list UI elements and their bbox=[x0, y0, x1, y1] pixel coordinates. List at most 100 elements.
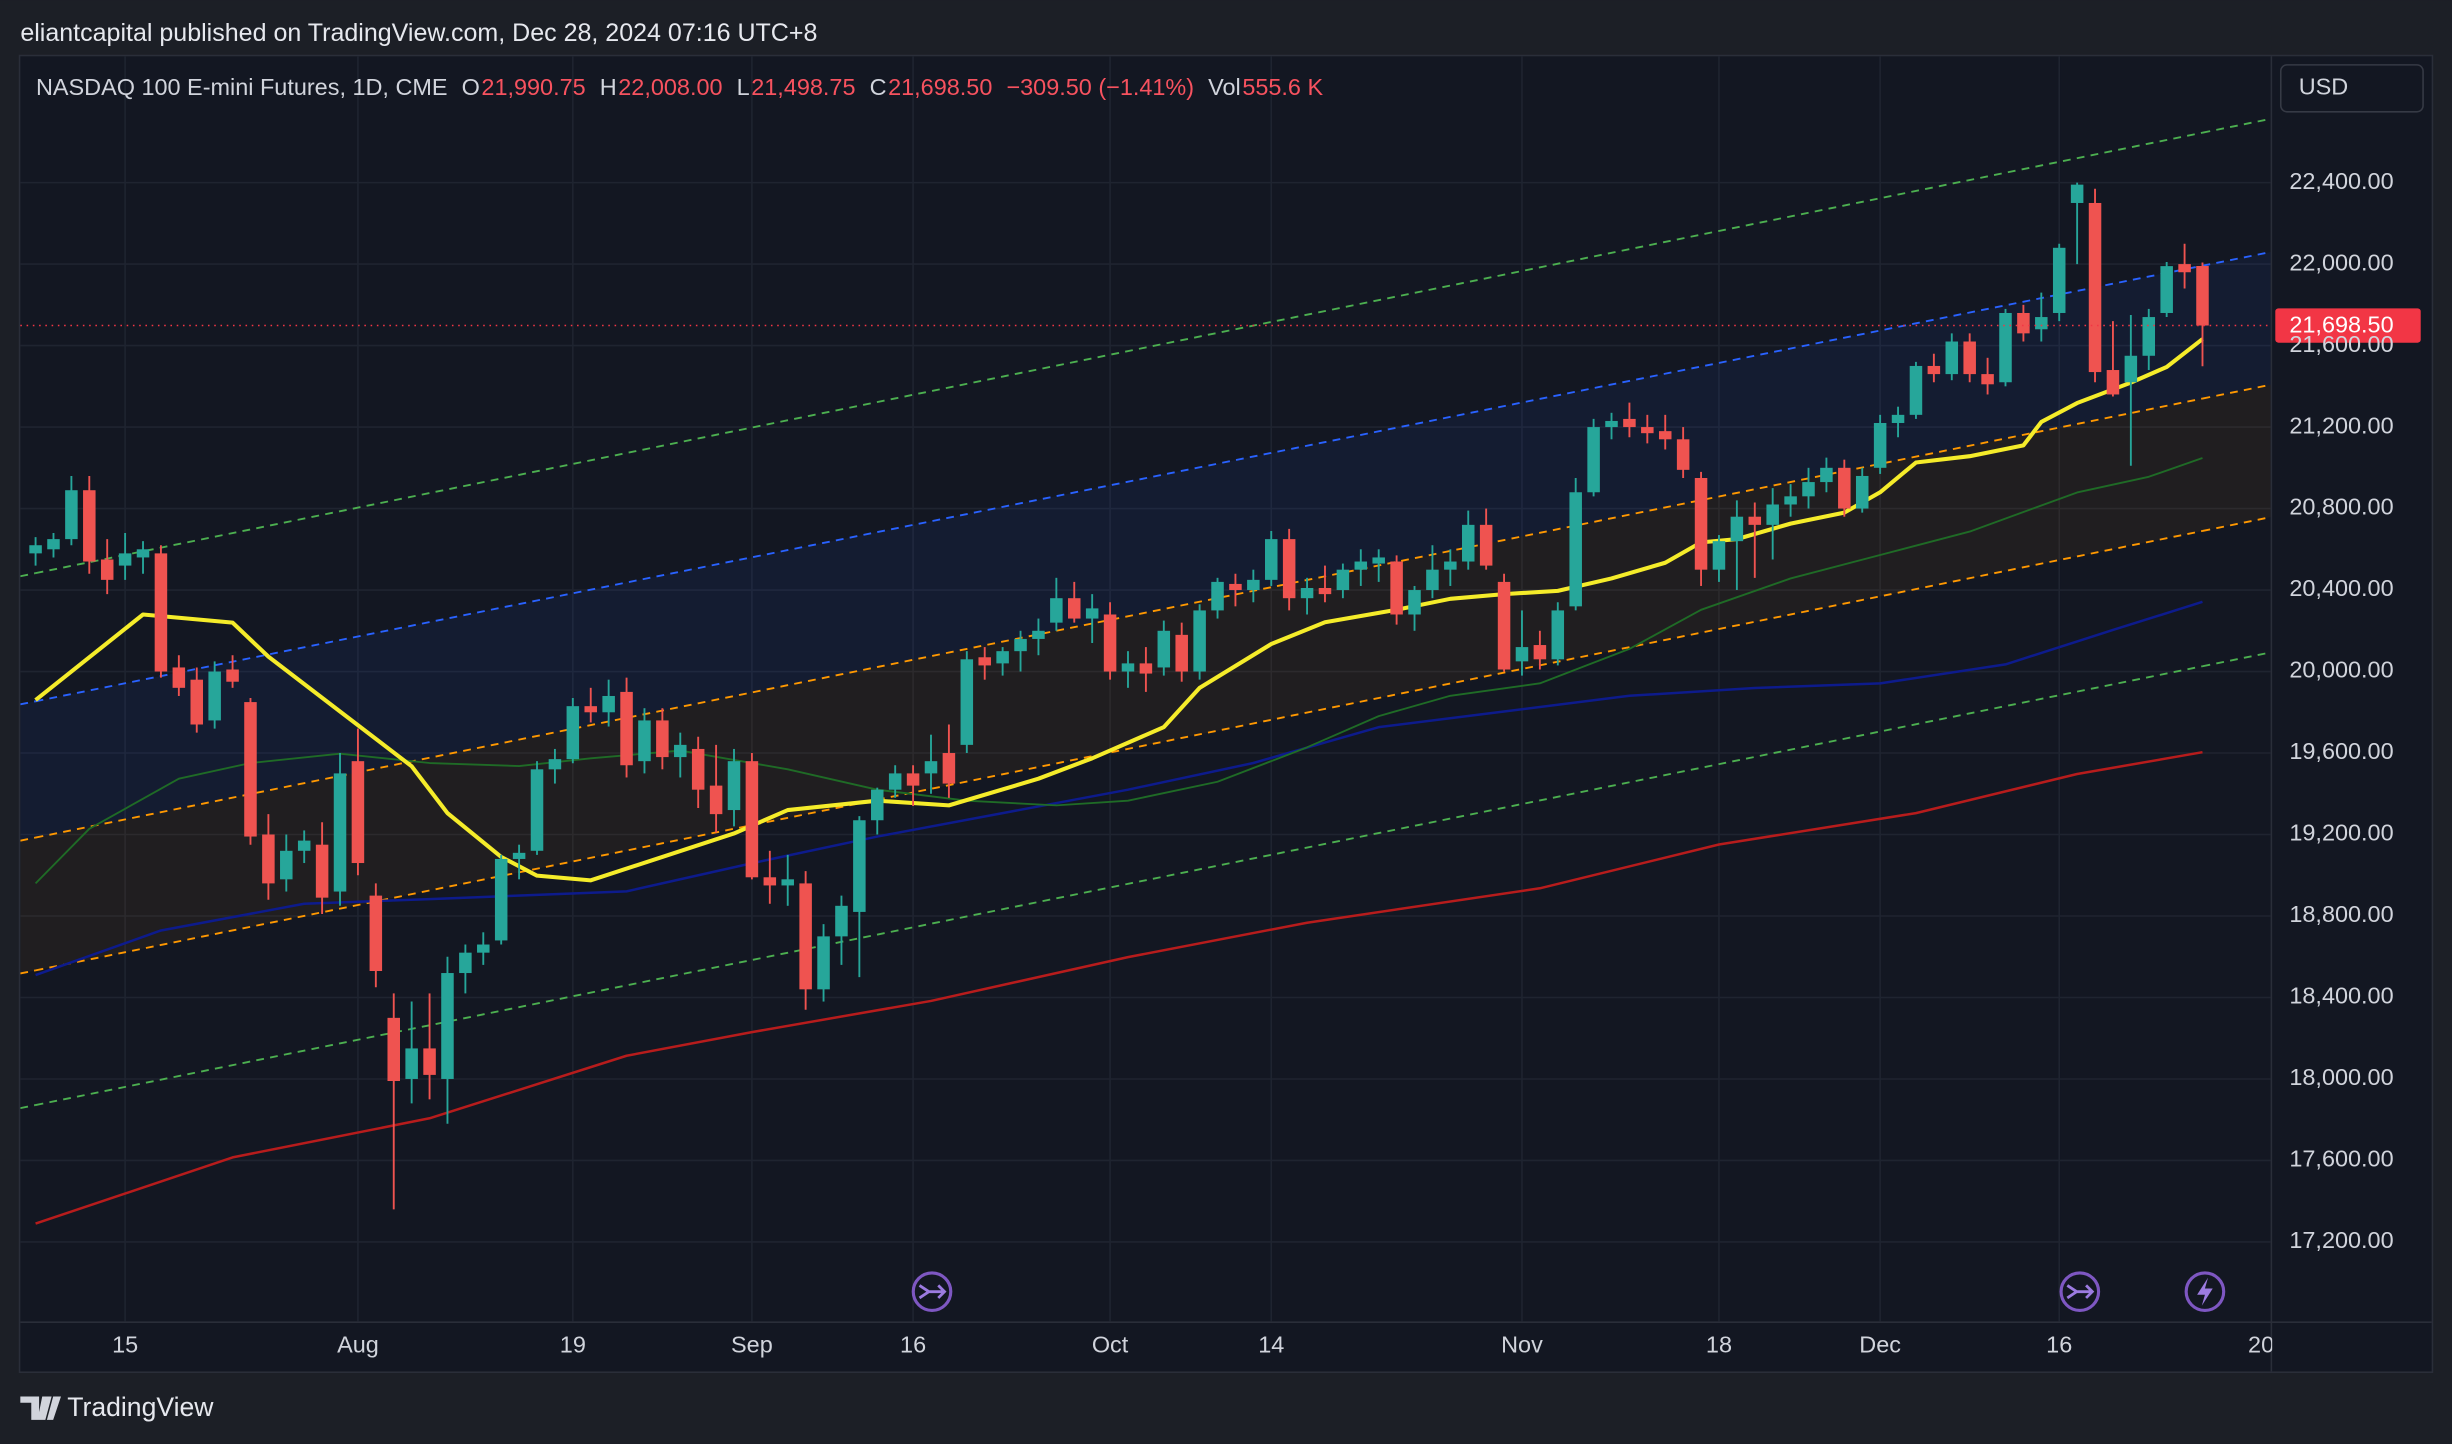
line-series bbox=[34, 457, 2203, 885]
symbol-legend: NASDAQ 100 E-mini Futures, 1D, CME O 21,99… bbox=[36, 74, 1324, 100]
candle-body bbox=[262, 834, 275, 884]
x-tick-label: 19 bbox=[560, 1332, 586, 1358]
moving-averages bbox=[34, 337, 2204, 1225]
candle-body bbox=[691, 748, 705, 790]
channel-extension bbox=[20, 516, 2271, 975]
candle-body bbox=[136, 549, 150, 558]
x-tick-label: 16 bbox=[900, 1332, 926, 1358]
x-tick-label: 18 bbox=[1706, 1332, 1732, 1358]
line-series bbox=[34, 337, 2204, 883]
candle-body bbox=[1945, 341, 1959, 375]
legend-value: 22,008.00 bbox=[618, 74, 722, 100]
candle-body bbox=[853, 820, 866, 912]
currency-box[interactable] bbox=[2279, 64, 2424, 113]
channel-fill bbox=[20, 252, 2271, 841]
candle-body bbox=[65, 490, 78, 540]
candle-body bbox=[584, 706, 597, 713]
x-tick-label: 14 bbox=[1258, 1332, 1284, 1358]
candle-body bbox=[1426, 569, 1439, 591]
candle-body bbox=[2106, 370, 2120, 395]
legend-value: 21,990.75 bbox=[481, 74, 585, 100]
candle-body bbox=[1766, 504, 1779, 525]
y-tick-label: 21,200.00 bbox=[2289, 412, 2393, 438]
candle-body bbox=[1085, 608, 1099, 619]
candle-body bbox=[1372, 557, 1385, 564]
candle-body bbox=[1354, 561, 1368, 570]
candle-body bbox=[1641, 427, 1654, 434]
legend-value: 21,498.75 bbox=[751, 74, 855, 100]
candle-body bbox=[1193, 610, 1206, 672]
candle-body bbox=[1981, 374, 1994, 385]
candle-body bbox=[620, 691, 633, 766]
candle-body bbox=[2124, 355, 2138, 383]
candle-body bbox=[423, 1048, 436, 1075]
legend-value: 555.6 K bbox=[1242, 74, 1323, 100]
candle-body bbox=[960, 659, 974, 745]
candle-body bbox=[297, 840, 311, 851]
candle-body bbox=[369, 895, 383, 971]
legend-value: 21,698.50 bbox=[888, 74, 992, 100]
legend-title: NASDAQ 100 E-mini Futures, 1D, CME bbox=[36, 74, 448, 100]
y-tick-label: 21,600.00 bbox=[2289, 331, 2393, 357]
event-icon[interactable] bbox=[911, 1271, 953, 1313]
candle-body bbox=[2070, 184, 2084, 203]
candle-body bbox=[1551, 610, 1565, 660]
candle-body bbox=[459, 952, 472, 974]
candle-body bbox=[924, 761, 938, 774]
x-tick-label: Oct bbox=[1092, 1332, 1129, 1358]
x-tick-label: 2025 bbox=[2248, 1332, 2300, 1358]
candle-body bbox=[871, 789, 884, 821]
candle-body bbox=[494, 858, 508, 941]
legend-label: C bbox=[870, 74, 887, 100]
candle-body bbox=[100, 559, 114, 580]
candle-body bbox=[1891, 414, 1905, 423]
candle-body bbox=[1229, 583, 1242, 591]
y-tick-label: 19,600.00 bbox=[2289, 738, 2393, 764]
channel-line bbox=[35, 530, 2203, 972]
candle-body bbox=[1730, 516, 1744, 542]
candle-body bbox=[1569, 492, 1582, 607]
candle-body bbox=[226, 669, 239, 682]
line-series bbox=[35, 600, 2203, 977]
candle-body bbox=[1712, 541, 1726, 570]
candle-body bbox=[47, 539, 60, 550]
event-icon[interactable] bbox=[2184, 1271, 2226, 1313]
candle-body bbox=[2088, 202, 2102, 373]
candle-body bbox=[1068, 598, 1081, 619]
candle-body bbox=[1032, 630, 1045, 639]
candle-body bbox=[83, 490, 96, 562]
candle-body bbox=[566, 706, 580, 760]
legend-label: Vol bbox=[1208, 74, 1241, 100]
candle-body bbox=[1318, 588, 1332, 595]
legend-label: H bbox=[600, 74, 617, 100]
y-tick-label: 22,000.00 bbox=[2289, 249, 2393, 275]
candle-body bbox=[512, 852, 526, 859]
candle-body bbox=[1838, 467, 1851, 509]
y-tick-label: 20,800.00 bbox=[2289, 494, 2393, 520]
channel-extension bbox=[20, 117, 2271, 578]
y-tick-label: 18,400.00 bbox=[2289, 983, 2393, 1009]
candle-body bbox=[1909, 365, 1923, 415]
channel-extension bbox=[20, 251, 2271, 706]
legend-label: O bbox=[462, 74, 480, 100]
candle-body bbox=[2017, 312, 2030, 334]
y-tick-label: 17,200.00 bbox=[2289, 1227, 2393, 1253]
candle-body bbox=[1748, 516, 1762, 525]
last-price: 21,698.50 bbox=[20, 308, 2421, 343]
candle-body bbox=[1103, 614, 1117, 672]
candle-body bbox=[1694, 477, 1708, 570]
candle-body bbox=[280, 850, 293, 880]
candle-body bbox=[387, 1017, 400, 1082]
channel-extension bbox=[20, 383, 2271, 842]
candle-body bbox=[1515, 647, 1529, 662]
event-icon[interactable] bbox=[2059, 1271, 2101, 1313]
candle-body bbox=[781, 879, 794, 886]
candle-body bbox=[942, 753, 956, 784]
legend-change: −309.50 (−1.41%) bbox=[1006, 74, 1194, 100]
candle-body bbox=[333, 773, 347, 892]
last-price-label: 21,698.50 bbox=[2289, 311, 2393, 337]
candle-body bbox=[548, 759, 562, 770]
candle-body bbox=[1587, 427, 1600, 493]
